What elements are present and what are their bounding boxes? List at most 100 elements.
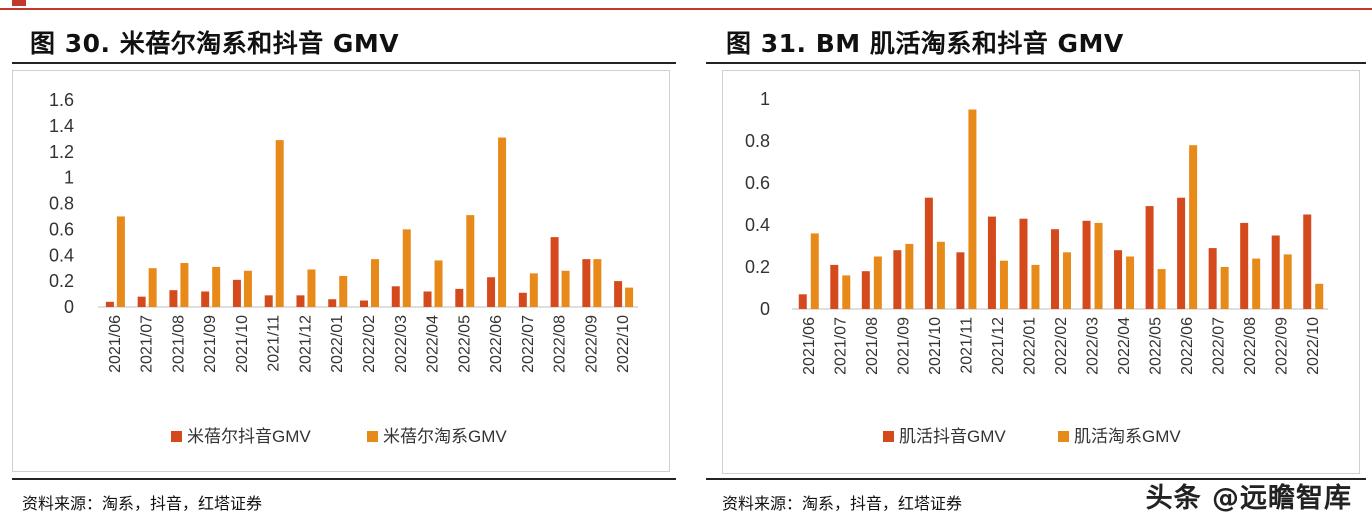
right-legend-label: 肌活淘系GMV (1074, 427, 1181, 446)
right-bar-douyin (1240, 222, 1249, 309)
right-bar-douyin (1303, 214, 1312, 309)
right-x-tick-label: 2022/09 (1274, 317, 1291, 375)
left-bar-taoxi (243, 270, 252, 307)
right-bar-taoxi (1157, 269, 1166, 309)
right-bar-taoxi (1220, 267, 1229, 309)
left-bar-douyin (455, 288, 464, 307)
top-header-bar (0, 0, 1372, 10)
right-bar-taoxi (1031, 264, 1040, 309)
left-bar-taoxi (466, 215, 475, 307)
right-x-tick-label: 2022/08 (1242, 317, 1259, 375)
left-y-tick-label: 1.4 (49, 116, 74, 136)
left-bar-douyin (328, 299, 337, 307)
left-bar-taoxi (371, 259, 379, 307)
left-bar-taoxi (593, 259, 602, 307)
left-bottom-rule (12, 478, 676, 480)
left-bar-douyin (232, 279, 241, 307)
left-legend-label: 米蓓尔淘系GMV (383, 427, 507, 446)
right-figure-title: 图 31. BM 肌活淘系和抖音 GMV (726, 29, 1124, 58)
left-bar-douyin (264, 295, 273, 307)
left-bar-douyin (169, 290, 178, 307)
left-bar-taoxi (498, 137, 507, 307)
left-x-tick-label: 2022/02 (361, 315, 378, 373)
right-bar-douyin (1271, 235, 1280, 309)
right-bar-douyin (924, 197, 933, 309)
left-x-tick-label: 2021/06 (107, 315, 124, 373)
left-x-tick-label: 2022/08 (552, 315, 569, 373)
right-x-tick-label: 2021/07 (832, 317, 849, 375)
left-chart-frame: 1.6 1.4 1.2 1 0.8 0.6 0.4 0.2 0 2021/06 2021/07 202… (12, 70, 670, 472)
right-chart: 1 0.8 0.6 0.4 0.2 0 2021/06 2021/07 2021/08 2021/… (745, 89, 1328, 446)
right-y-tick-label: 0.4 (745, 215, 770, 235)
header-divider (0, 8, 1372, 10)
right-y-tick-label: 0.6 (745, 173, 770, 193)
left-y-tick-label: 1 (64, 168, 74, 188)
left-bar-taoxi (339, 275, 348, 307)
left-bar-douyin (137, 296, 146, 307)
watermark: 头条 @远瞻智库 (1145, 483, 1352, 514)
right-bar-douyin (830, 264, 839, 309)
right-x-tick-label: 2022/02 (1053, 317, 1070, 375)
right-bar-douyin (861, 271, 870, 309)
right-bar-douyin (987, 216, 996, 309)
left-bar-douyin (550, 237, 559, 307)
left-bar-taoxi (307, 269, 316, 307)
right-bar-taoxi (873, 256, 882, 309)
right-title-rule (706, 62, 1366, 64)
right-bar-taoxi (842, 275, 851, 309)
right-x-tick-label: 2022/04 (1116, 317, 1133, 375)
left-bar-taoxi (402, 229, 411, 307)
left-bar-douyin (582, 259, 591, 307)
right-bar-taoxi (936, 241, 945, 309)
left-x-tick-label: 2021/11 (266, 315, 283, 372)
right-bar-douyin (893, 250, 902, 309)
left-x-tick-label: 2021/07 (139, 315, 156, 373)
left-bar-douyin (105, 301, 114, 307)
right-bar-taoxi (1315, 283, 1324, 309)
right-bar-douyin (1208, 248, 1217, 309)
left-y-tick-label: 0.2 (49, 271, 74, 291)
right-chart-frame: 1 0.8 0.6 0.4 0.2 0 2021/06 2021/07 2021/08 2021/… (722, 70, 1360, 474)
left-legend-swatch (367, 431, 378, 442)
right-x-tick-label: 2022/01 (1021, 317, 1038, 375)
right-bar-douyin (1019, 218, 1028, 309)
right-bar-taoxi (1094, 222, 1103, 309)
right-bar-taoxi (1063, 252, 1071, 309)
left-x-tick-label: 2021/08 (170, 315, 187, 373)
left-x-tick-label: 2021/12 (297, 315, 314, 373)
right-x-tick-label: 2022/03 (1085, 317, 1102, 375)
right-bar-taoxi (905, 243, 914, 309)
right-legend-swatch (1058, 431, 1069, 442)
left-bar-douyin (360, 300, 368, 307)
right-bar-douyin (798, 294, 807, 309)
left-bar-taoxi (116, 216, 125, 307)
left-y-tick-label: 1.6 (49, 90, 74, 110)
right-legend-label: 肌活抖音GMV (899, 427, 1006, 446)
right-bar-douyin (1114, 250, 1123, 309)
left-figure-title: 图 30. 米蓓尔淘系和抖音 GMV (30, 29, 400, 58)
left-y-tick-label: 0.6 (49, 219, 74, 239)
left-x-tick-label: 2022/10 (615, 315, 632, 373)
right-x-tick-label: 2022/07 (1211, 317, 1228, 375)
left-bar-taoxi (529, 273, 538, 307)
right-bar-taoxi (1283, 254, 1292, 309)
left-x-tick-label: 2022/04 (425, 315, 442, 373)
left-bar-taoxi (212, 266, 221, 307)
right-bar-douyin (1051, 229, 1059, 309)
right-x-tick-label: 2021/09 (895, 317, 912, 375)
left-y-tick-label: 1.2 (49, 142, 74, 162)
left-bar-taoxi (625, 287, 634, 307)
left-bar-taoxi (180, 263, 189, 307)
left-bar-douyin (391, 286, 400, 307)
left-x-tick-label: 2022/09 (583, 315, 600, 373)
left-bar-douyin (201, 291, 210, 307)
right-x-tick-label: 2021/10 (927, 317, 944, 375)
right-bar-taoxi (1126, 256, 1135, 309)
brand-logo (12, 0, 26, 6)
right-x-tick-label: 2021/11 (958, 317, 975, 374)
left-bar-douyin (296, 295, 305, 307)
right-x-tick-label: 2022/05 (1148, 317, 1165, 375)
left-bar-taoxi (561, 270, 570, 307)
left-y-tick-label: 0.4 (49, 245, 74, 265)
right-y-tick-label: 0.2 (745, 257, 770, 277)
